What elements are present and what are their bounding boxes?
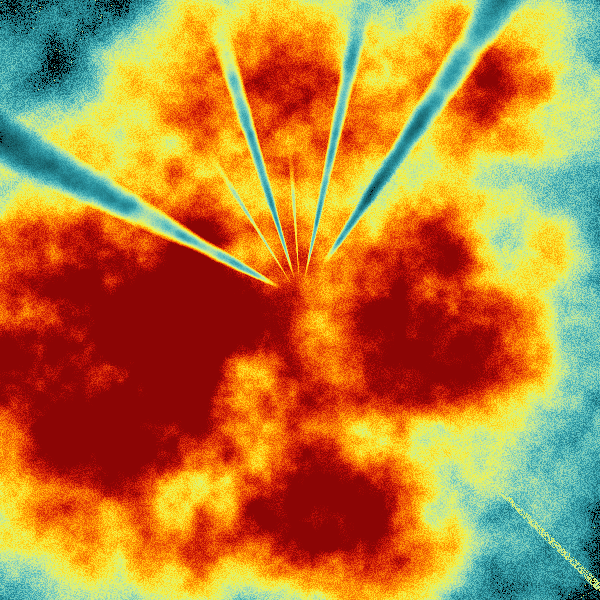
- radar-display: Weather Radar Reflectivity PPI dBZ NO DA…: [0, 0, 600, 600]
- radar-reflectivity-image: [0, 0, 600, 600]
